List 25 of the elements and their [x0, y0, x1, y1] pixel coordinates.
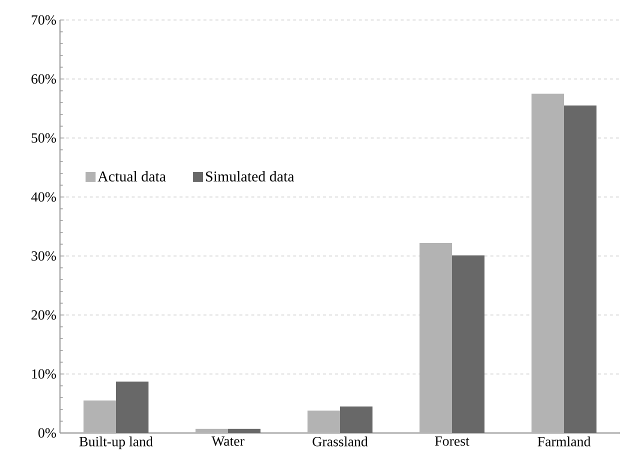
- x-tick-label: Grassland: [312, 436, 368, 446]
- x-tick-label: Water: [212, 436, 244, 446]
- x-tick-label: Built-up land: [79, 436, 153, 450]
- y-tick-label: 20%: [32, 310, 56, 320]
- bar: [340, 406, 372, 433]
- bar: [228, 428, 260, 433]
- y-tick-label: 0%: [38, 428, 56, 438]
- legend-label: Simulated data: [206, 171, 294, 182]
- bar: [420, 243, 452, 433]
- y-tick-label: 60%: [32, 74, 56, 84]
- x-tick-label: Forest: [434, 436, 470, 446]
- x-tick-label: Farmland: [538, 436, 591, 446]
- bar: [196, 428, 228, 433]
- bar: [116, 382, 148, 433]
- y-tick-label: 30%: [32, 251, 56, 261]
- bar: [308, 410, 340, 433]
- bar: [84, 400, 116, 433]
- y-tick-label: 50%: [32, 133, 56, 143]
- y-tick-label: 70%: [32, 15, 56, 25]
- y-tick-label: 40%: [31, 192, 56, 202]
- bar: [564, 106, 596, 433]
- bar: [452, 255, 484, 433]
- y-tick-label: 10%: [32, 369, 56, 379]
- bar: [532, 94, 564, 433]
- legend-label: Actual data: [98, 171, 166, 182]
